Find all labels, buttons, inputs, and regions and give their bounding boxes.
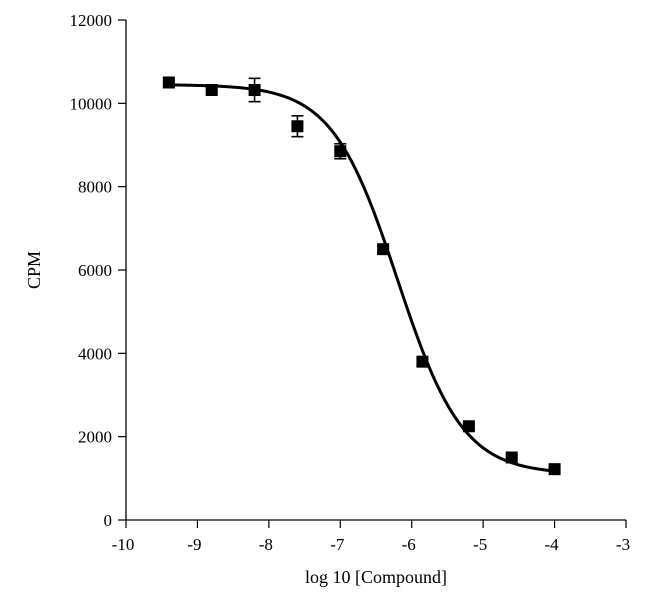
x-tick-label: -4 bbox=[544, 535, 559, 554]
y-tick-label: 6000 bbox=[78, 261, 112, 280]
x-tick-label: -3 bbox=[616, 535, 630, 554]
y-tick-label: 2000 bbox=[78, 428, 112, 447]
y-tick-label: 0 bbox=[104, 511, 113, 530]
x-axis-title: log 10 [Compound] bbox=[305, 567, 447, 587]
x-tick-label: -5 bbox=[473, 535, 487, 554]
fit-curve bbox=[168, 83, 555, 473]
data-point bbox=[462, 420, 475, 433]
x-axis-ticks: -10 -9 -8 -7 -6 -5 -4 -3 bbox=[112, 520, 630, 554]
data-point bbox=[248, 84, 261, 96]
data-point bbox=[162, 76, 175, 89]
y-tick-label: 4000 bbox=[78, 344, 112, 363]
data-point bbox=[334, 145, 347, 158]
x-tick-label: -10 bbox=[112, 535, 135, 554]
x-tick-label: -9 bbox=[187, 535, 201, 554]
data-point bbox=[548, 463, 561, 476]
y-axis-title: CPM bbox=[24, 251, 44, 289]
data-point bbox=[416, 355, 429, 368]
y-axis-ticks: 0 2000 4000 6000 8000 10000 12000 bbox=[70, 11, 126, 530]
x-tick-label: -6 bbox=[402, 535, 416, 554]
x-tick-label: -7 bbox=[330, 535, 345, 554]
data-point bbox=[291, 120, 304, 133]
data-point bbox=[205, 84, 218, 96]
data-point bbox=[377, 243, 390, 256]
y-tick-label: 10000 bbox=[70, 94, 113, 113]
y-tick-label: 8000 bbox=[78, 178, 112, 197]
y-tick-label: 12000 bbox=[70, 11, 113, 30]
data-point bbox=[505, 451, 518, 464]
data-points bbox=[162, 76, 561, 476]
x-tick-label: -8 bbox=[259, 535, 273, 554]
